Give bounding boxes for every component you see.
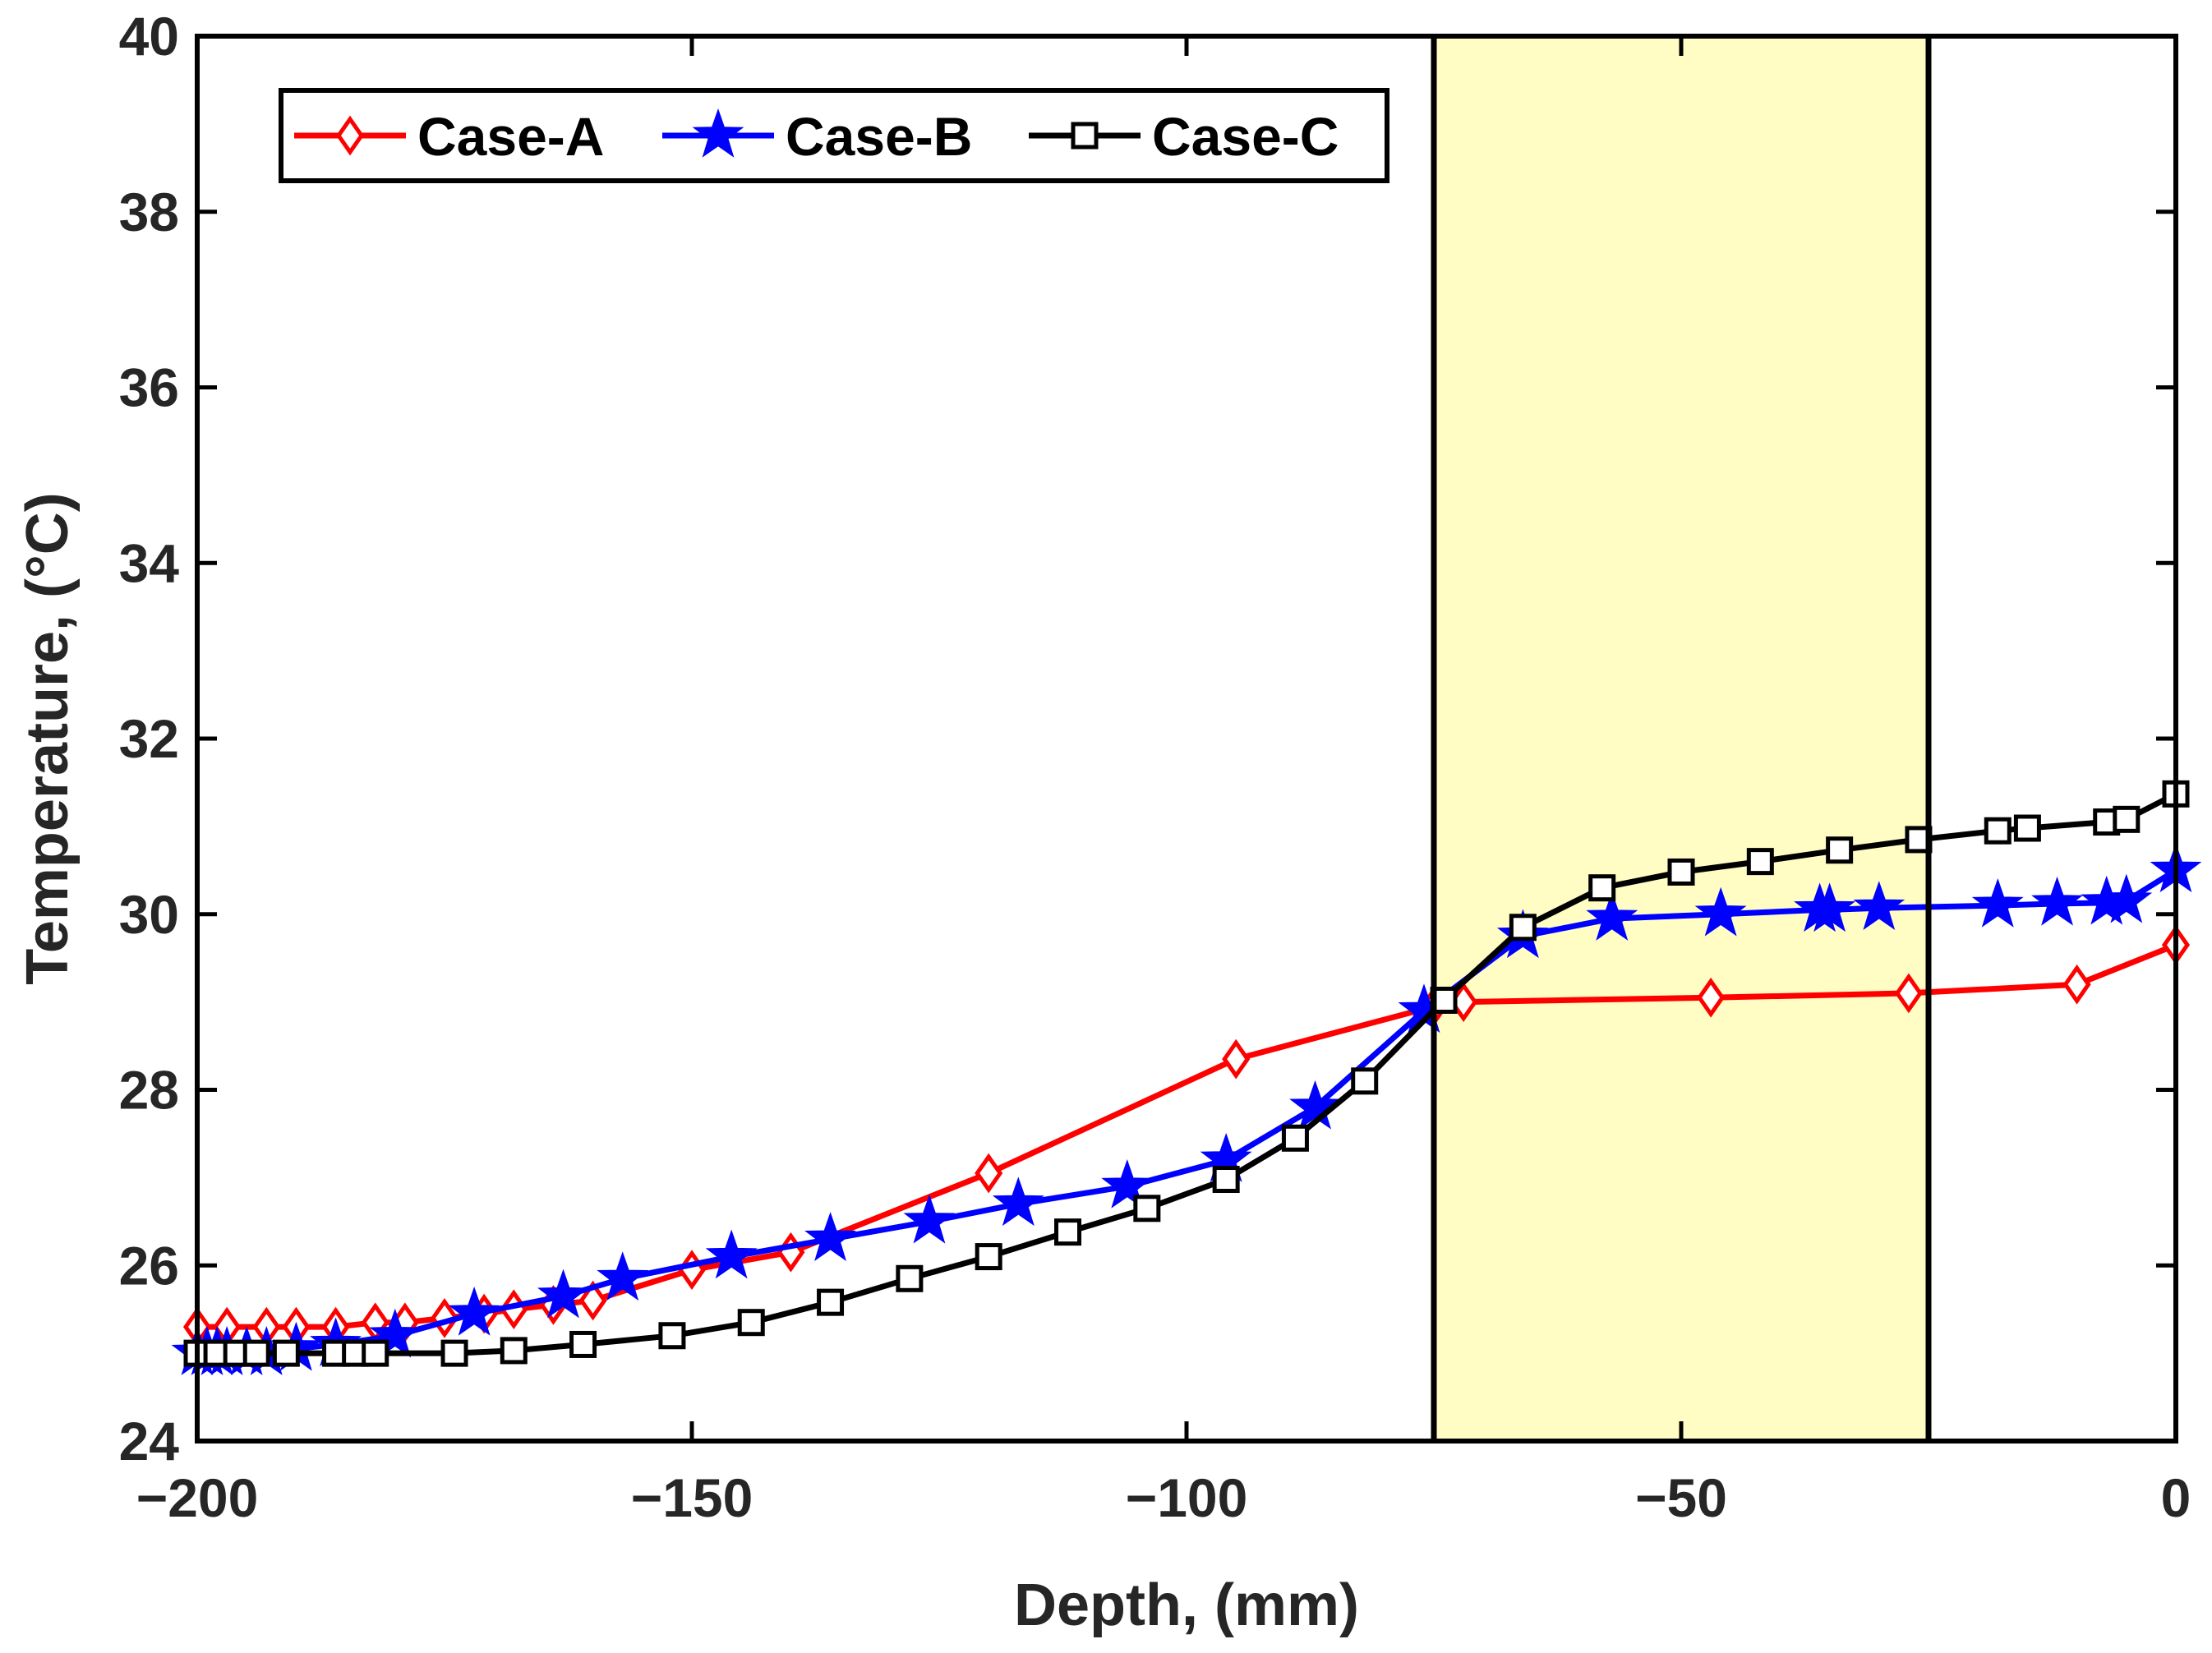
legend-label-case-a: Case-A: [417, 106, 604, 167]
data-point-case-b: [369, 1308, 422, 1358]
data-point-case-c: [658, 1322, 686, 1350]
data-point-case-a: [1697, 977, 1726, 1018]
data-point-case-c: [1826, 836, 1854, 864]
data-point-case-b: [1971, 878, 2024, 928]
x-tick-labels: −200 −150 −100 −50 0: [136, 1467, 2191, 1528]
data-point-case-b: [1289, 1080, 1342, 1130]
data-point-case-c: [362, 1339, 389, 1367]
data-point-case-c: [737, 1309, 765, 1337]
data-point-case-c: [975, 1243, 1002, 1271]
data-point-case-c: [1746, 848, 1774, 876]
legend-label-case-c: Case-C: [1152, 106, 1339, 167]
data-point-case-b: [1694, 886, 1747, 937]
data-point-case-a: [578, 1280, 607, 1321]
data-point-case-c: [1351, 1067, 1379, 1095]
y-tick-labels: 24 26 28 30 32 34 36 38 40: [119, 6, 180, 1471]
y-tick-label: 26: [119, 1235, 179, 1296]
y-tick-label: 30: [119, 884, 179, 945]
legend-label-case-b: Case-B: [786, 106, 972, 167]
data-point-case-b: [992, 1176, 1044, 1227]
y-tick-label: 36: [119, 357, 179, 418]
data-point-case-c: [2113, 805, 2141, 833]
x-tick-label: −50: [1635, 1467, 1727, 1528]
data-point-case-c: [242, 1339, 270, 1367]
data-point-case-c: [440, 1339, 468, 1367]
plot-frame: [195, 34, 2178, 1443]
data-point-case-b: [537, 1269, 589, 1319]
data-point-case-c: [1667, 858, 1695, 886]
data-point-case-c: [896, 1264, 924, 1292]
data-point-case-b: [1101, 1159, 1154, 1209]
data-point-case-c: [1054, 1218, 1082, 1246]
data-point-case-c: [1588, 874, 1616, 902]
y-tick-label: 34: [119, 532, 180, 593]
data-point-case-b: [903, 1194, 956, 1244]
y-tick-label: 38: [119, 182, 179, 242]
data-point-case-c: [2013, 814, 2041, 842]
x-axis-label: Depth, (mm): [1014, 1572, 1359, 1638]
series-layer: [171, 780, 2202, 1375]
data-point-case-b: [1586, 891, 1638, 941]
data-point-case-c: [1133, 1195, 1161, 1222]
y-tick-label: 40: [119, 6, 179, 67]
data-point-case-c: [569, 1330, 597, 1358]
data-point-case-b: [705, 1229, 758, 1279]
data-point-case-c: [500, 1337, 528, 1365]
x-tick-label: −100: [1126, 1467, 1248, 1528]
data-point-case-b: [2100, 873, 2153, 923]
y-axis-label: Temperature, (°C): [15, 492, 81, 985]
legend-entry-case-b: Case-B: [662, 106, 972, 167]
data-point-case-c: [272, 1339, 300, 1367]
data-point-case-b: [2031, 876, 2084, 926]
legend-marker-case-a: [335, 115, 365, 156]
data-point-case-b: [1853, 881, 1906, 930]
y-tick-label: 28: [119, 1060, 179, 1121]
x-tick-label: 0: [2161, 1467, 2191, 1528]
data-point-case-c: [1212, 1166, 1240, 1194]
legend: Case-A Case-B Case-C: [279, 88, 1389, 183]
y-tick-label: 32: [119, 708, 179, 769]
data-point-case-c: [1509, 914, 1537, 942]
data-point-case-c: [1984, 817, 2012, 845]
data-point-case-b: [448, 1286, 500, 1336]
shaded-region: [1434, 36, 1929, 1441]
legend-box: [279, 88, 1389, 183]
x-tick-label: −200: [136, 1467, 259, 1528]
data-point-case-a: [2062, 964, 2091, 1005]
data-point-case-c: [1281, 1124, 1309, 1152]
legend-entry-case-c: Case-C: [1029, 106, 1339, 167]
legend-marker-case-b: [692, 108, 744, 158]
legend-marker-case-c: [1071, 122, 1099, 150]
data-point-case-c: [817, 1288, 845, 1316]
data-point-case-b: [1804, 882, 1855, 932]
y-tick-label: 24: [119, 1411, 180, 1471]
legend-items: Case-A Case-B Case-C: [294, 106, 1339, 167]
data-point-case-a: [1222, 1038, 1251, 1080]
data-point-case-a: [1894, 973, 1923, 1014]
data-point-case-b: [597, 1251, 649, 1301]
legend-entry-case-a: Case-A: [294, 106, 604, 167]
data-point-case-a: [975, 1153, 1003, 1194]
x-tick-label: −150: [631, 1467, 753, 1528]
data-point-case-b: [804, 1212, 856, 1261]
